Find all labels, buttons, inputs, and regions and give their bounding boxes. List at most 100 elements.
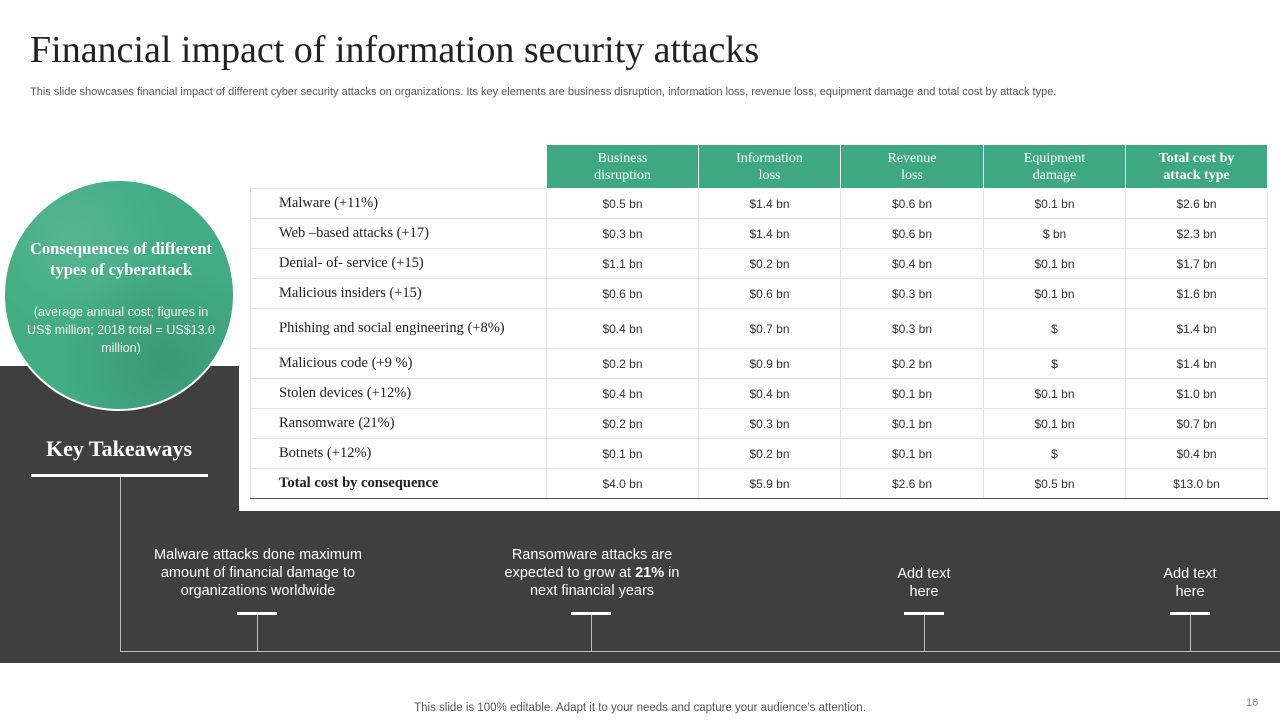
cell-value: $0.4 bn <box>698 378 841 409</box>
cell-value: $0.1 bn <box>983 248 1126 279</box>
table-row: Botnets (+12%) $0.1 bn $0.2 bn $0.1 bn $ $0.4… <box>250 438 1268 469</box>
row-label: Total cost by consequence <box>250 468 547 499</box>
cell-value: $ <box>983 308 1126 349</box>
takeaway-bar-2 <box>571 612 611 615</box>
takeaway-bar-3 <box>904 612 944 615</box>
cell-value: $1.4 bn <box>1125 308 1268 349</box>
consequences-circle: Consequences of different types of cyber… <box>3 179 235 411</box>
cell-value: $0.3 bn <box>698 408 841 439</box>
cell-value: $0.2 bn <box>698 438 841 469</box>
takeaway-2: Ransomware attacks are expected to grow … <box>504 547 680 599</box>
circle-title: Consequences of different types of cyber… <box>29 239 213 279</box>
footer-note: This slide is 100% editable. Adapt it to… <box>414 702 866 714</box>
cell-value: $0.2 bn <box>546 408 699 439</box>
connector-tick-4 <box>1190 614 1191 652</box>
takeaway-1: Malware attacks done maximum amount of f… <box>154 547 362 599</box>
table-row: Malware (+11%) $0.5 bn $1.4 bn $0.6 bn $0.1 … <box>250 188 1268 219</box>
cell-value: $0.1 bn <box>983 408 1126 439</box>
header-total-cost: Total cost by attack type <box>1125 144 1268 189</box>
cost-table: Business disruption Information loss Rev… <box>250 144 1268 499</box>
cell-value: $0.1 bn <box>840 378 984 409</box>
takeaway-2-highlight: 21% <box>635 565 665 581</box>
connector-tick-3 <box>924 614 925 652</box>
cell-value: $1.6 bn <box>1125 278 1268 309</box>
cell-value: $2.6 bn <box>840 468 984 499</box>
cell-value: $0.4 bn <box>1125 438 1268 469</box>
cell-value: $0.6 bn <box>698 278 841 309</box>
row-label: Stolen devices (+12%) <box>250 378 547 409</box>
cell-value: $0.3 bn <box>840 308 984 349</box>
header-revenue-loss: Revenue loss <box>840 144 984 189</box>
cell-value: $1.7 bn <box>1125 248 1268 279</box>
header-business-disruption: Business disruption <box>546 144 699 189</box>
connector-vertical <box>120 477 121 652</box>
circle-subtitle: (average annual cost; figures in US$ mil… <box>27 305 215 355</box>
row-label: Botnets (+12%) <box>250 438 547 469</box>
table-row: Total cost by consequence $4.0 bn $5.9 bn $… <box>250 468 1268 499</box>
cell-value: $0.7 bn <box>698 308 841 349</box>
connector-horizontal <box>120 651 1280 652</box>
cell-value: $5.9 bn <box>698 468 841 499</box>
table-row: Phishing and social engineering (+8%) $0.… <box>250 308 1268 349</box>
cell-value: $0.1 bn <box>840 408 984 439</box>
table-row: Denial- of- service (+15) $1.1 bn $0.2 bn $… <box>250 248 1268 279</box>
cell-value: $1.1 bn <box>546 248 699 279</box>
table-corner <box>250 144 547 189</box>
cell-value: $2.6 bn <box>1125 188 1268 219</box>
row-label: Malicious insiders (+15) <box>250 278 547 309</box>
table-header-row: Business disruption Information loss Rev… <box>250 144 1268 189</box>
cell-value: $ <box>983 348 1126 379</box>
cell-value: $ <box>983 438 1126 469</box>
connector-tick-2 <box>591 614 592 652</box>
key-takeaways-underline <box>31 474 208 477</box>
cell-value: $0.4 bn <box>840 248 984 279</box>
row-label: Malicious code (+9 %) <box>250 348 547 379</box>
header-equipment-damage: Equipment damage <box>983 144 1126 189</box>
cell-value: $4.0 bn <box>546 468 699 499</box>
connector-tick-1 <box>257 614 258 652</box>
cell-value: $0.3 bn <box>546 218 699 249</box>
cell-value: $ bn <box>983 218 1126 249</box>
takeaway-3: Add text here <box>897 566 951 600</box>
table-row: Web –based attacks (+17) $0.3 bn $1.4 bn $0… <box>250 218 1268 249</box>
table-row: Stolen devices (+12%) $0.4 bn $0.4 bn $0.1 … <box>250 378 1268 409</box>
cell-value: $0.6 bn <box>840 188 984 219</box>
cell-value: $0.1 bn <box>840 438 984 469</box>
row-label: Phishing and social engineering (+8%) <box>250 308 547 349</box>
cell-value: $0.4 bn <box>546 378 699 409</box>
row-label: Malware (+11%) <box>250 188 547 219</box>
cell-value: $1.4 bn <box>698 218 841 249</box>
key-takeaways-title: Key Takeaways <box>45 436 193 461</box>
cell-value: $0.2 bn <box>840 348 984 379</box>
cell-value: $13.0 bn <box>1125 468 1268 499</box>
cell-value: $0.5 bn <box>983 468 1126 499</box>
cell-value: $1.4 bn <box>1125 348 1268 379</box>
takeaway-4: Add text here <box>1163 566 1217 600</box>
cell-value: $0.3 bn <box>840 278 984 309</box>
slide-subtitle: This slide showcases financial impact of… <box>30 86 1057 98</box>
cell-value: $0.6 bn <box>840 218 984 249</box>
header-information-loss: Information loss <box>698 144 841 189</box>
cell-value: $0.5 bn <box>546 188 699 219</box>
slide-title: Financial impact of information security… <box>30 29 760 71</box>
cell-value: $0.2 bn <box>698 248 841 279</box>
cell-value: $0.7 bn <box>1125 408 1268 439</box>
takeaway-bar-4 <box>1170 612 1210 615</box>
row-label: Ransomware (21%) <box>250 408 547 439</box>
cell-value: $0.1 bn <box>546 438 699 469</box>
cell-value: $1.4 bn <box>698 188 841 219</box>
takeaway-bar-1 <box>237 612 277 615</box>
cell-value: $0.1 bn <box>983 278 1126 309</box>
cell-value: $0.6 bn <box>546 278 699 309</box>
table-row: Malicious insiders (+15) $0.6 bn $0.6 bn $0… <box>250 278 1268 309</box>
page-number: 16 <box>1246 697 1259 709</box>
row-label: Web –based attacks (+17) <box>250 218 547 249</box>
cell-value: $2.3 bn <box>1125 218 1268 249</box>
row-label: Denial- of- service (+15) <box>250 248 547 279</box>
table-row: Malicious code (+9 %) $0.2 bn $0.9 bn $0.2 … <box>250 348 1268 379</box>
cell-value: $0.9 bn <box>698 348 841 379</box>
cell-value: $1.0 bn <box>1125 378 1268 409</box>
cell-value: $0.4 bn <box>546 308 699 349</box>
cell-value: $0.1 bn <box>983 188 1126 219</box>
cell-value: $0.2 bn <box>546 348 699 379</box>
